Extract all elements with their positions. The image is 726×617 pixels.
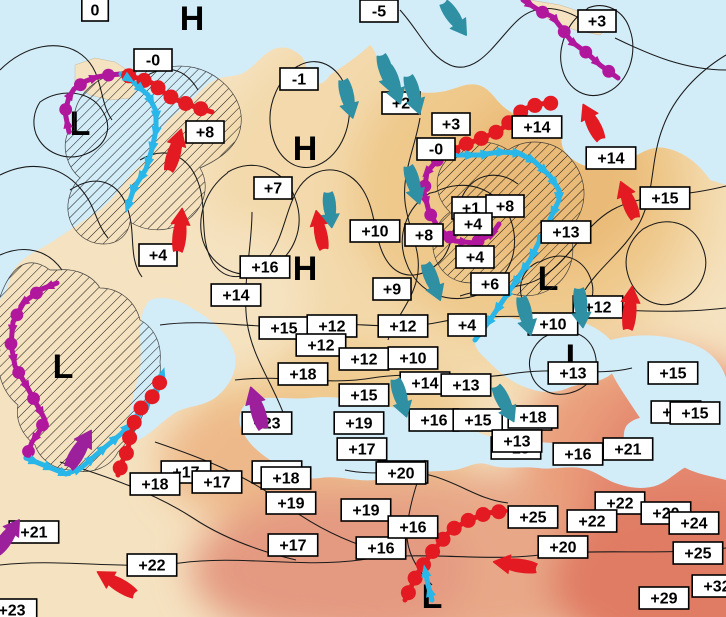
svg-text:+21: +21 (20, 525, 47, 542)
svg-text:+7: +7 (264, 181, 282, 198)
svg-text:+3: +3 (442, 117, 460, 134)
svg-text:+32: +32 (703, 579, 726, 596)
svg-text:+6: +6 (481, 277, 499, 294)
svg-text:+17: +17 (203, 475, 230, 492)
svg-text:+4: +4 (458, 318, 476, 335)
svg-text:-1: -1 (292, 72, 306, 89)
svg-text:+19: +19 (345, 416, 372, 433)
svg-text:+17: +17 (348, 442, 375, 459)
svg-text:+8: +8 (496, 199, 514, 216)
svg-text:+14: +14 (222, 288, 249, 305)
svg-text:+19: +19 (277, 496, 304, 513)
svg-text:+16: +16 (367, 541, 394, 558)
svg-text:+10: +10 (361, 224, 388, 241)
svg-text:+13: +13 (503, 434, 530, 451)
svg-text:+3: +3 (588, 14, 606, 31)
svg-text:+17: +17 (279, 538, 306, 555)
svg-text:+25: +25 (519, 510, 546, 527)
svg-text:+15: +15 (659, 366, 686, 383)
svg-text:+15: +15 (270, 321, 297, 338)
svg-text:+14: +14 (597, 151, 624, 168)
svg-text:+13: +13 (559, 366, 586, 383)
svg-text:+15: +15 (464, 413, 491, 430)
svg-text:+12: +12 (389, 319, 416, 336)
svg-text:+14: +14 (411, 376, 438, 393)
svg-text:+10: +10 (399, 351, 426, 368)
svg-text:+4: +4 (466, 250, 484, 267)
svg-text:+23: +23 (0, 603, 26, 617)
svg-text:H: H (293, 130, 318, 168)
svg-text:H: H (293, 250, 318, 288)
svg-text:+12: +12 (307, 338, 334, 355)
svg-text:+15: +15 (681, 406, 708, 423)
svg-text:+4: +4 (149, 248, 167, 265)
svg-text:+21: +21 (614, 442, 641, 459)
svg-text:H: H (180, 0, 205, 38)
svg-text:+18: +18 (519, 410, 546, 427)
svg-text:+9: +9 (383, 282, 401, 299)
svg-text:-0: -0 (146, 53, 160, 70)
svg-text:+29: +29 (650, 591, 677, 608)
svg-text:-5: -5 (372, 4, 386, 21)
svg-text:+8: +8 (415, 228, 433, 245)
svg-text:+4: +4 (464, 217, 482, 234)
svg-text:+12: +12 (350, 352, 377, 369)
svg-text:+10: +10 (539, 317, 566, 334)
svg-text:+20: +20 (549, 540, 576, 557)
svg-text:+19: +19 (352, 503, 379, 520)
svg-text:+12: +12 (318, 319, 345, 336)
svg-text:+15: +15 (350, 388, 377, 405)
svg-text:+16: +16 (251, 260, 278, 277)
svg-text:+13: +13 (552, 225, 579, 242)
svg-text:0: 0 (91, 3, 100, 20)
svg-text:+22: +22 (138, 558, 165, 575)
svg-text:+13: +13 (452, 378, 479, 395)
svg-text:+16: +16 (399, 520, 426, 537)
svg-text:+14: +14 (523, 120, 550, 137)
svg-text:+15: +15 (651, 191, 678, 208)
svg-text:+22: +22 (578, 514, 605, 531)
svg-text:+20: +20 (387, 466, 414, 483)
svg-text:+18: +18 (272, 471, 299, 488)
svg-text:+24: +24 (680, 516, 707, 533)
svg-text:+8: +8 (196, 125, 214, 142)
svg-text:+25: +25 (684, 546, 711, 563)
svg-text:+16: +16 (420, 413, 447, 430)
svg-text:-0: -0 (429, 142, 443, 159)
svg-text:+16: +16 (564, 447, 591, 464)
svg-text:+18: +18 (141, 477, 168, 494)
svg-text:+18: +18 (289, 367, 316, 384)
